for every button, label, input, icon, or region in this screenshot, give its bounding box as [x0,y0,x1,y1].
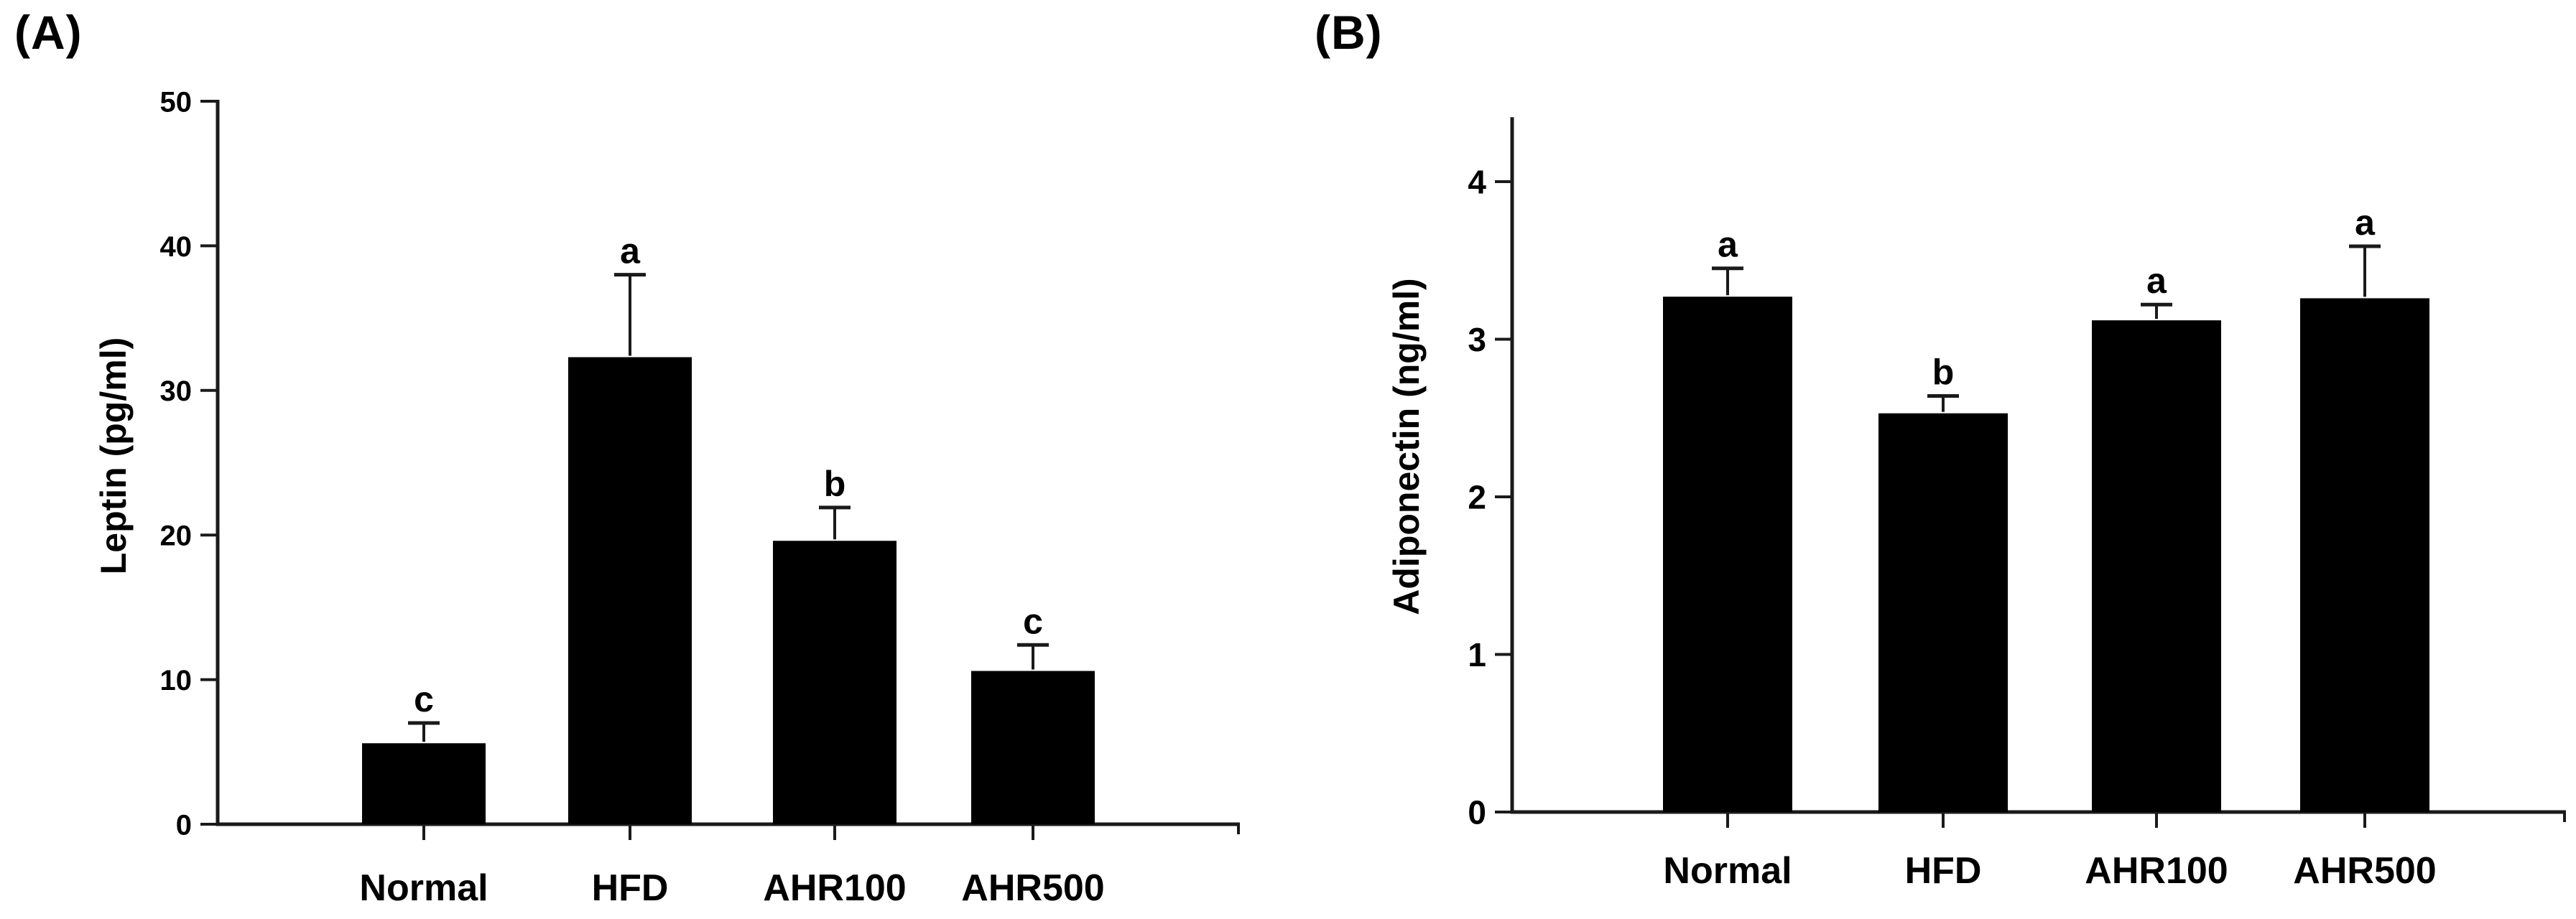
y-tick-label: 1 [1468,636,1486,673]
panel-a-label: (A) [14,6,83,59]
sig-letter-AHR500: a [2355,202,2376,243]
sig-letter-HFD: b [1932,353,1955,393]
panel-a-y-axis-title: Leptin (pg/ml) [93,337,134,575]
bar-HFD [568,357,692,824]
y-tick-label: 3 [1468,321,1486,358]
bar-Normal [1663,297,1792,812]
bar-HFD [1878,413,2008,812]
bar-AHR500 [971,671,1095,824]
y-tick-label: 50 [160,86,193,118]
y-tick-label: 4 [1468,164,1486,201]
x-category-label-AHR500: AHR500 [961,867,1104,909]
sig-letter-Normal: a [1718,225,1738,265]
bar-Normal [362,743,486,824]
sig-letter-AHR500: c [1023,601,1043,641]
sig-letter-AHR100: b [824,464,846,504]
panel-b-label: (B) [1315,6,1383,59]
x-category-label-HFD: HFD [1905,850,1982,892]
x-category-label-AHR100: AHR100 [763,867,906,909]
x-category-label-AHR500: AHR500 [2293,850,2436,892]
x-category-label-Normal: Normal [359,867,488,909]
sig-letter-Normal: c [414,679,434,719]
y-tick-label: 40 [160,231,193,263]
sig-letter-HFD: a [620,231,641,271]
y-tick-label: 30 [160,375,193,407]
y-tick-label: 0 [176,809,192,841]
y-tick-label: 2 [1468,479,1486,516]
y-tick-label: 0 [1468,794,1486,831]
y-tick-label: 20 [160,521,193,552]
sig-letter-AHR100: a [2146,261,2167,301]
x-category-label-Normal: Normal [1663,850,1792,892]
x-category-label-AHR100: AHR100 [2085,850,2228,892]
panel-b-y-axis-title: Adiponectin (ng/ml) [1386,278,1427,615]
bar-AHR100 [773,541,896,824]
y-tick-label: 10 [160,665,193,696]
bar-AHR500 [2300,298,2429,812]
bar-AHR100 [2092,320,2221,812]
x-category-label-HFD: HFD [592,867,669,909]
